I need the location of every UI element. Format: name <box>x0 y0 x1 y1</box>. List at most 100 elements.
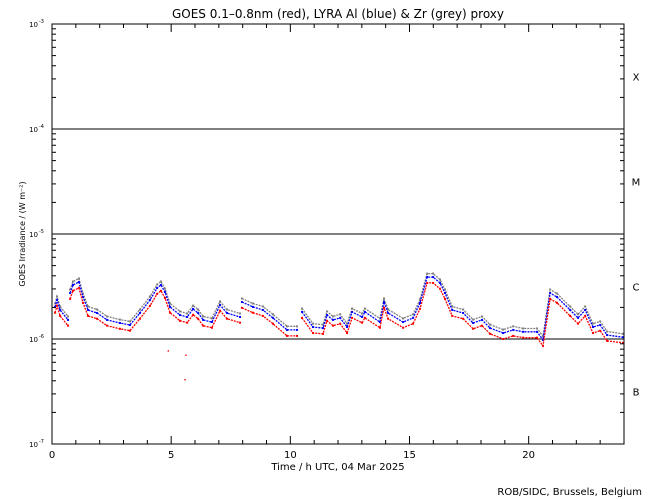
series-2-point <box>202 324 205 327</box>
series-0-point <box>148 295 151 298</box>
series-1-point <box>148 299 151 302</box>
series-0-point <box>592 322 595 325</box>
series-1-point <box>599 323 602 326</box>
series-2-point <box>210 326 213 329</box>
series-1-point <box>556 296 559 299</box>
series-1-point <box>489 327 492 330</box>
series-2-point <box>163 296 166 299</box>
series-2-point <box>549 297 552 300</box>
series-1-point <box>197 311 200 314</box>
series-2-point <box>599 329 602 332</box>
series-1-point <box>219 303 222 306</box>
series-2-point <box>622 341 625 344</box>
series-1-point <box>382 301 385 304</box>
series-1-point <box>402 321 405 324</box>
series-0-point <box>159 280 162 283</box>
series-0-point <box>156 283 159 286</box>
y-axis-label: GOES Irradiance / (W m⁻²) <box>18 181 27 286</box>
series-0-point <box>351 307 354 310</box>
series-1-point <box>69 292 72 295</box>
series-2-point <box>77 286 80 289</box>
series-2-point <box>489 332 492 335</box>
series-2-point <box>96 317 99 320</box>
series-2-point <box>148 304 151 307</box>
series-1-point <box>351 310 354 313</box>
series-2-point <box>412 322 415 325</box>
series-0-point <box>178 310 181 313</box>
series-1-point <box>536 330 539 333</box>
series-0-point <box>168 302 171 305</box>
flare-class-label-B: B <box>633 388 640 399</box>
series-2-point <box>285 334 288 337</box>
series-0-point <box>331 315 334 318</box>
series-1-line <box>241 301 297 331</box>
series-1-point <box>622 336 625 339</box>
series-1-point <box>138 311 141 314</box>
series-2-point <box>444 297 447 300</box>
series-0-point <box>502 328 505 331</box>
series-2-point <box>522 336 525 339</box>
series-0-point <box>71 280 74 283</box>
series-1-point <box>462 311 465 314</box>
series-2-point <box>480 324 483 327</box>
series-2-line <box>69 286 241 332</box>
series-2-point <box>56 304 59 307</box>
series-0-point <box>439 278 442 281</box>
series-2-point <box>239 321 242 324</box>
series-1-point <box>321 327 324 330</box>
series-0-point <box>622 332 625 335</box>
series-0-point <box>432 272 435 275</box>
series-0-point <box>54 302 57 305</box>
series-2-point <box>186 321 189 324</box>
series-2-point <box>321 332 324 335</box>
series-0-point <box>402 317 405 320</box>
series-1-point <box>163 291 166 294</box>
series-0-point <box>225 308 228 311</box>
series-1-point <box>522 330 525 333</box>
series-2-point <box>128 329 131 332</box>
series-1-point <box>202 318 205 321</box>
series-0-point <box>346 322 349 325</box>
series-2-point <box>71 289 74 292</box>
x-tick-label: 10 <box>284 450 297 461</box>
outlier-point <box>167 350 170 352</box>
x-tick-label: 5 <box>168 450 174 461</box>
series-2-point <box>168 311 171 314</box>
series-1-point <box>86 308 89 311</box>
series-0-point <box>556 292 559 295</box>
series-0-line <box>69 277 241 323</box>
series-0-point <box>522 327 525 330</box>
series-0-point <box>210 317 213 320</box>
series-0-point <box>128 320 131 323</box>
series-2-point <box>402 326 405 329</box>
series-0-point <box>382 297 385 300</box>
series-1-point <box>311 326 314 329</box>
series-2-point <box>66 324 69 327</box>
series-0-point <box>56 295 59 298</box>
series-0-point <box>138 308 141 311</box>
series-0-point <box>251 302 254 305</box>
series-1-point <box>240 301 243 304</box>
series-1-point <box>331 318 334 321</box>
series-2-point <box>382 306 385 309</box>
series-1-point <box>541 338 544 341</box>
series-0-point <box>69 288 72 291</box>
series-0-point <box>192 304 195 307</box>
x-axis-label: Time / h UTC, 04 Mar 2025 <box>270 462 404 473</box>
series-0-point <box>512 325 515 328</box>
series-1-point <box>451 308 454 311</box>
series-0-point <box>321 323 324 326</box>
series-1-point <box>77 281 80 284</box>
series-1-point <box>378 321 381 324</box>
series-0-point <box>240 297 243 300</box>
series-1-point <box>261 308 264 311</box>
series-1-point <box>326 314 329 317</box>
series-2-point <box>69 297 72 300</box>
series-2-point <box>301 316 304 319</box>
series-1-point <box>363 310 366 313</box>
credit-text: ROB/SIDC, Brussels, Belgium <box>497 487 642 498</box>
series-1-point <box>271 316 274 319</box>
series-2-point <box>432 281 435 284</box>
series-0-point <box>444 288 447 291</box>
series-0-point <box>59 305 62 308</box>
